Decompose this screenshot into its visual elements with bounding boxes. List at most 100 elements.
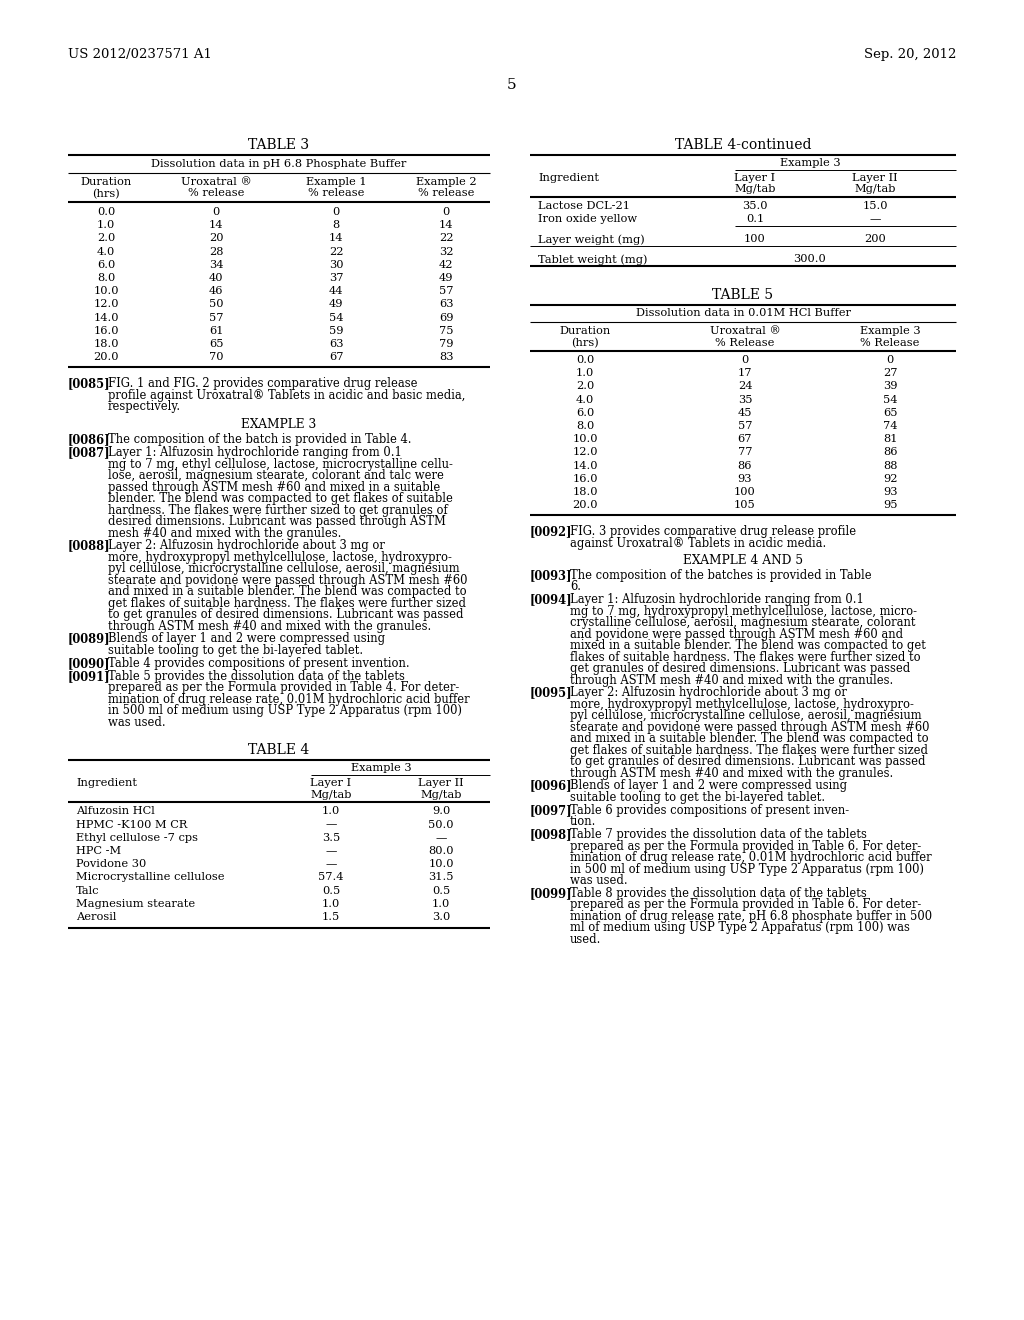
Text: 83: 83: [438, 352, 454, 362]
Text: 4.0: 4.0: [97, 247, 115, 256]
Text: lose, aerosil, magnesium stearate, colorant and talc were: lose, aerosil, magnesium stearate, color…: [108, 470, 443, 482]
Text: Aerosil: Aerosil: [76, 912, 117, 921]
Text: 16.0: 16.0: [572, 474, 598, 484]
Text: [0092]: [0092]: [530, 525, 572, 539]
Text: 6.: 6.: [570, 581, 581, 594]
Text: Mg/tab: Mg/tab: [854, 185, 896, 194]
Text: Tablet weight (mg): Tablet weight (mg): [538, 253, 647, 264]
Text: [0098]: [0098]: [530, 829, 572, 841]
Text: Table 4 provides compositions of present invention.: Table 4 provides compositions of present…: [108, 657, 410, 671]
Text: 105: 105: [734, 500, 756, 511]
Text: Blends of layer 1 and 2 were compressed using: Blends of layer 1 and 2 were compressed …: [108, 632, 385, 645]
Text: Duration: Duration: [80, 177, 132, 187]
Text: 1.5: 1.5: [322, 912, 340, 921]
Text: 63: 63: [329, 339, 343, 348]
Text: 17: 17: [737, 368, 753, 379]
Text: desired dimensions. Lubricant was passed through ASTM: desired dimensions. Lubricant was passed…: [108, 515, 445, 528]
Text: used.: used.: [570, 933, 601, 946]
Text: 15.0: 15.0: [862, 201, 888, 211]
Text: 10.0: 10.0: [93, 286, 119, 296]
Text: Ethyl cellulose -7 cps: Ethyl cellulose -7 cps: [76, 833, 198, 842]
Text: was used.: was used.: [108, 715, 166, 729]
Text: % release: % release: [187, 189, 244, 198]
Text: 57: 57: [209, 313, 223, 322]
Text: 88: 88: [883, 461, 897, 471]
Text: 0: 0: [442, 207, 450, 216]
Text: 18.0: 18.0: [93, 339, 119, 348]
Text: Sep. 20, 2012: Sep. 20, 2012: [863, 48, 956, 61]
Text: 8.0: 8.0: [575, 421, 594, 432]
Text: 22: 22: [329, 247, 343, 256]
Text: 80.0: 80.0: [428, 846, 454, 855]
Text: 0.0: 0.0: [575, 355, 594, 366]
Text: 61: 61: [209, 326, 223, 335]
Text: EXAMPLE 4 AND 5: EXAMPLE 4 AND 5: [683, 554, 803, 566]
Text: crystalline cellulose, aerosil, magnesium stearate, colorant: crystalline cellulose, aerosil, magnesiu…: [570, 616, 915, 630]
Text: Table 6 provides compositions of present inven-: Table 6 provides compositions of present…: [570, 804, 849, 817]
Text: 50.0: 50.0: [428, 820, 454, 829]
Text: 67: 67: [737, 434, 753, 445]
Text: 74: 74: [883, 421, 897, 432]
Text: mesh #40 and mixed with the granules.: mesh #40 and mixed with the granules.: [108, 527, 341, 540]
Text: Layer I: Layer I: [310, 779, 351, 788]
Text: 1.0: 1.0: [432, 899, 451, 908]
Text: 57: 57: [438, 286, 454, 296]
Text: Table 5 provides the dissolution data of the tablets: Table 5 provides the dissolution data of…: [108, 671, 404, 682]
Text: 14.0: 14.0: [572, 461, 598, 471]
Text: Layer II: Layer II: [852, 173, 898, 183]
Text: 24: 24: [737, 381, 753, 392]
Text: 1.0: 1.0: [575, 368, 594, 379]
Text: 12.0: 12.0: [572, 447, 598, 458]
Text: 20: 20: [209, 234, 223, 243]
Text: more, hydroxypropyl methylcellulose, lactose, hydroxypro-: more, hydroxypropyl methylcellulose, lac…: [108, 550, 452, 564]
Text: pyl cellulose, microcrystalline cellulose, aerosil, magnesium: pyl cellulose, microcrystalline cellulos…: [108, 562, 460, 576]
Text: mg to 7 mg, hydroxypropyl methylcellulose, lactose, micro-: mg to 7 mg, hydroxypropyl methylcellulos…: [570, 605, 918, 618]
Text: [0085]: [0085]: [68, 378, 111, 391]
Text: through ASTM mesh #40 and mixed with the granules.: through ASTM mesh #40 and mixed with the…: [108, 620, 431, 632]
Text: 200: 200: [864, 234, 886, 244]
Text: 31.5: 31.5: [428, 873, 454, 882]
Text: Layer I: Layer I: [734, 173, 775, 183]
Text: Mg/tab: Mg/tab: [420, 789, 462, 800]
Text: 10.0: 10.0: [572, 434, 598, 445]
Text: 57.4: 57.4: [318, 873, 344, 882]
Text: 6.0: 6.0: [97, 260, 115, 269]
Text: TABLE 5: TABLE 5: [713, 288, 773, 302]
Text: and povidone were passed through ASTM mesh #60 and: and povidone were passed through ASTM me…: [570, 628, 903, 642]
Text: 42: 42: [438, 260, 454, 269]
Text: % release: % release: [308, 189, 365, 198]
Text: —: —: [326, 846, 337, 855]
Text: 12.0: 12.0: [93, 300, 119, 309]
Text: 65: 65: [209, 339, 223, 348]
Text: 1.0: 1.0: [322, 807, 340, 816]
Text: to get granules of desired dimensions. Lubricant was passed: to get granules of desired dimensions. L…: [570, 755, 926, 768]
Text: through ASTM mesh #40 and mixed with the granules.: through ASTM mesh #40 and mixed with the…: [570, 675, 893, 686]
Text: 14.0: 14.0: [93, 313, 119, 322]
Text: 93: 93: [883, 487, 897, 498]
Text: 8: 8: [333, 220, 340, 230]
Text: 14: 14: [329, 234, 343, 243]
Text: Layer 1: Alfuzosin hydrochloride ranging from 0.1: Layer 1: Alfuzosin hydrochloride ranging…: [108, 446, 401, 459]
Text: and mixed in a suitable blender. The blend was compacted to: and mixed in a suitable blender. The ble…: [570, 733, 929, 746]
Text: 0: 0: [887, 355, 894, 366]
Text: —: —: [869, 214, 881, 224]
Text: Dissolution data in pH 6.8 Phosphate Buffer: Dissolution data in pH 6.8 Phosphate Buf…: [152, 158, 407, 169]
Text: more, hydroxypropyl methylcellulose, lactose, hydroxypro-: more, hydroxypropyl methylcellulose, lac…: [570, 698, 913, 711]
Text: HPC -M: HPC -M: [76, 846, 121, 855]
Text: 54: 54: [329, 313, 343, 322]
Text: The composition of the batch is provided in Table 4.: The composition of the batch is provided…: [108, 433, 412, 446]
Text: 77: 77: [737, 447, 753, 458]
Text: 32: 32: [438, 247, 454, 256]
Text: 49: 49: [438, 273, 454, 282]
Text: 27: 27: [883, 368, 897, 379]
Text: Layer weight (mg): Layer weight (mg): [538, 234, 645, 244]
Text: 69: 69: [438, 313, 454, 322]
Text: pyl cellulose, microcrystalline cellulose, aerosil, magnesium: pyl cellulose, microcrystalline cellulos…: [570, 709, 922, 722]
Text: 65: 65: [883, 408, 897, 418]
Text: 16.0: 16.0: [93, 326, 119, 335]
Text: blender. The blend was compacted to get flakes of suitable: blender. The blend was compacted to get …: [108, 492, 453, 506]
Text: ml of medium using USP Type 2 Apparatus (rpm 100) was: ml of medium using USP Type 2 Apparatus …: [570, 921, 910, 935]
Text: Povidone 30: Povidone 30: [76, 859, 146, 869]
Text: 35: 35: [737, 395, 753, 405]
Text: EXAMPLE 3: EXAMPLE 3: [242, 418, 316, 432]
